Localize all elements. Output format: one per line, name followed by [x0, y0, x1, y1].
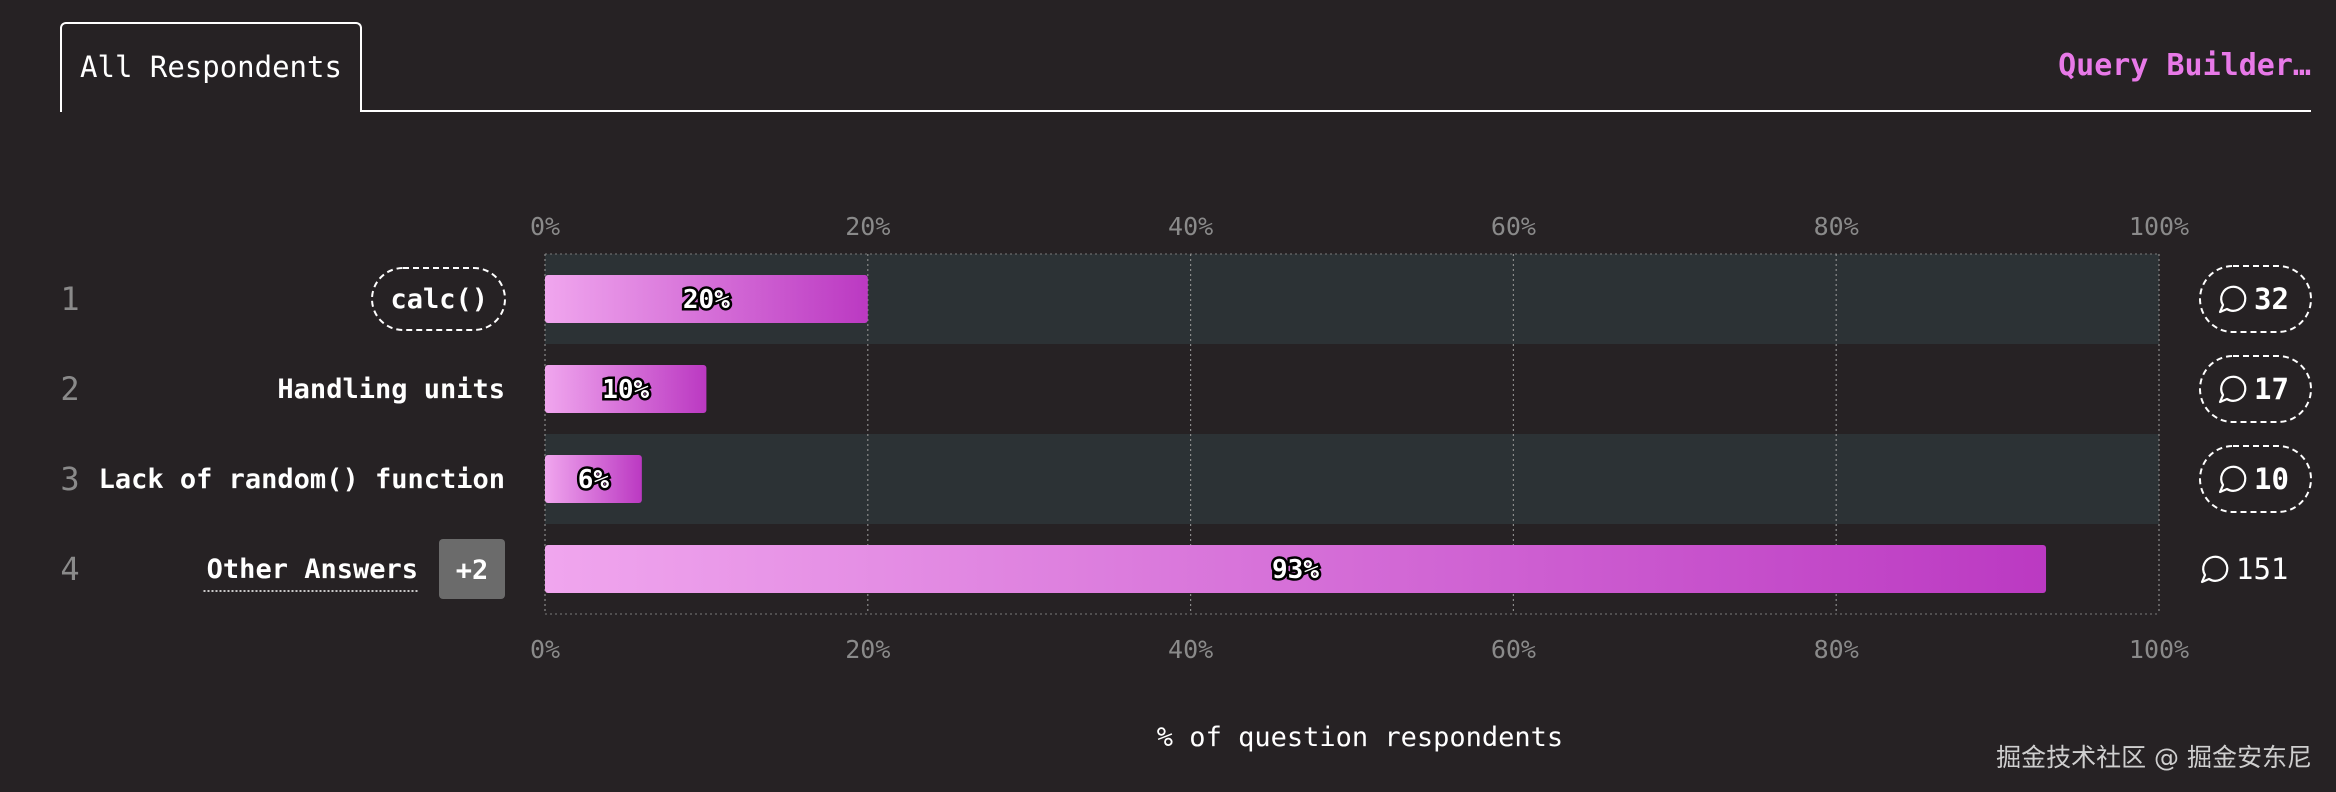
other-answers-link: Other Answers [207, 554, 418, 585]
tab-underline [360, 110, 2311, 112]
x-tick-label-bottom: 80% [1814, 635, 1859, 664]
comment-icon [2218, 465, 2247, 494]
tab-all-respondents[interactable]: All Respondents [60, 22, 362, 112]
bar[interactable] [545, 365, 707, 413]
x-tick-label-top: 80% [1814, 212, 1859, 241]
rank-number: 1 [60, 280, 79, 318]
comments-count: 17 [2254, 372, 2289, 406]
bar-value-label: 6% [578, 465, 610, 495]
x-tick-label-top: 100% [2129, 212, 2189, 241]
row-stripe [545, 434, 2159, 524]
more-answers-badge-label: +2 [456, 555, 489, 586]
watermark: 掘金技术社区 @ 掘金安东尼 [1996, 743, 2312, 772]
comment-icon [2218, 375, 2247, 404]
comment-icon [2218, 285, 2247, 314]
comments-button[interactable] [2199, 355, 2312, 423]
x-tick-label-bottom: 40% [1168, 635, 1213, 664]
comments-count-link: 151 [2236, 552, 2288, 586]
comments-count: 10 [2254, 462, 2289, 496]
comment-icon [2200, 555, 2229, 584]
rank-number: 4 [60, 550, 79, 588]
answer-pill[interactable] [371, 267, 506, 331]
answer-label: Handling units [277, 374, 505, 405]
bar-value-label: 10% [602, 375, 649, 405]
x-tick-label-bottom: 20% [845, 635, 890, 664]
more-answers-badge[interactable] [439, 539, 505, 599]
x-tick-label-bottom: 60% [1491, 635, 1536, 664]
x-axis-title: % of question respondents [1156, 722, 1564, 753]
x-tick-label-top: 20% [845, 212, 890, 241]
bar-value-label: 93% [1272, 555, 1319, 585]
bar[interactable] [545, 545, 2047, 593]
x-tick-label-top: 0% [530, 212, 560, 241]
answer-label: calc() [390, 284, 488, 315]
rank-number: 3 [60, 460, 79, 498]
bar[interactable] [545, 275, 868, 323]
bar-value-label: 20% [683, 285, 730, 315]
x-tick-label-top: 60% [1491, 212, 1536, 241]
comments-count: 32 [2254, 282, 2289, 316]
x-tick-label-bottom: 100% [2129, 635, 2189, 664]
bar[interactable] [545, 455, 642, 503]
answer-label: Lack of random() function [99, 464, 505, 495]
x-tick-label-top: 40% [1168, 212, 1213, 241]
tab-bar: All Respondents Query Builder… [60, 0, 2311, 112]
comments-button[interactable] [2199, 265, 2312, 333]
rank-number: 2 [60, 370, 79, 408]
query-builder-link[interactable]: Query Builder… [2058, 48, 2311, 83]
comments-button[interactable] [2199, 445, 2312, 513]
x-tick-label-bottom: 0% [530, 635, 560, 664]
